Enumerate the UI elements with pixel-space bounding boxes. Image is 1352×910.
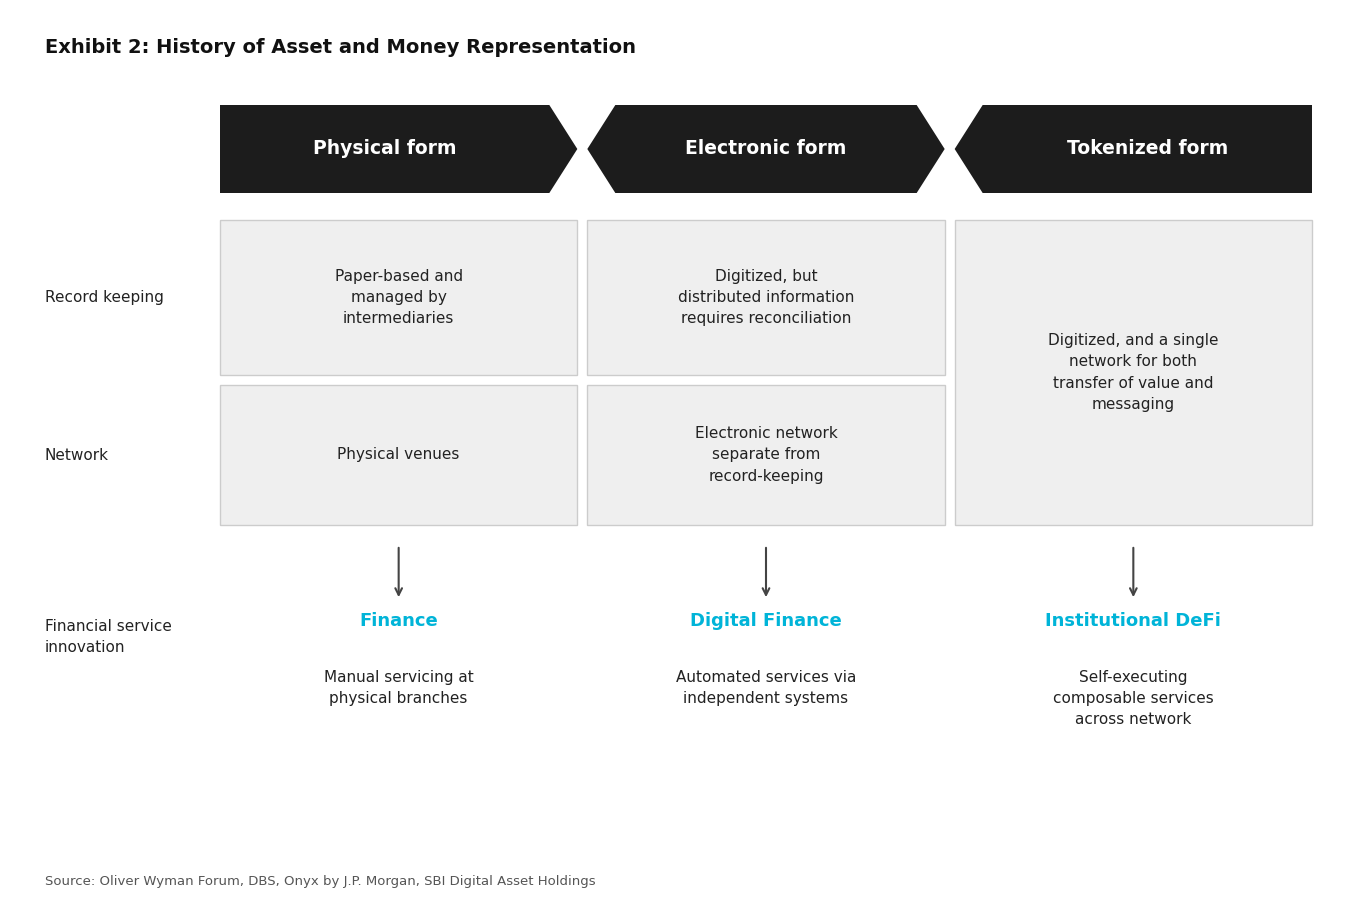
Text: Electronic network
separate from
record-keeping: Electronic network separate from record-… (695, 427, 837, 483)
FancyBboxPatch shape (587, 385, 945, 525)
FancyBboxPatch shape (220, 385, 577, 525)
FancyBboxPatch shape (220, 220, 577, 375)
Text: Automated services via
independent systems: Automated services via independent syste… (676, 670, 856, 706)
Text: Record keeping: Record keeping (45, 290, 164, 305)
Text: Exhibit 2: History of Asset and Money Representation: Exhibit 2: History of Asset and Money Re… (45, 38, 635, 57)
Text: Electronic form: Electronic form (685, 139, 846, 158)
Polygon shape (220, 105, 577, 193)
FancyBboxPatch shape (587, 220, 945, 375)
Text: Manual servicing at
physical branches: Manual servicing at physical branches (323, 670, 473, 706)
Polygon shape (955, 105, 1311, 193)
Text: Institutional DeFi: Institutional DeFi (1045, 612, 1221, 630)
Text: Network: Network (45, 448, 110, 462)
Text: Financial service
innovation: Financial service innovation (45, 619, 172, 655)
Text: Physical form: Physical form (312, 139, 457, 158)
Polygon shape (587, 105, 945, 193)
Text: Physical venues: Physical venues (338, 448, 460, 462)
Text: Paper-based and
managed by
intermediaries: Paper-based and managed by intermediarie… (334, 269, 462, 326)
Text: Tokenized form: Tokenized form (1067, 139, 1228, 158)
Text: Self-executing
composable services
across network: Self-executing composable services acros… (1053, 670, 1214, 727)
Text: Digital Finance: Digital Finance (690, 612, 842, 630)
FancyBboxPatch shape (955, 220, 1311, 525)
Text: Source: Oliver Wyman Forum, DBS, Onyx by J.P. Morgan, SBI Digital Asset Holdings: Source: Oliver Wyman Forum, DBS, Onyx by… (45, 875, 596, 888)
Text: Digitized, and a single
network for both
transfer of value and
messaging: Digitized, and a single network for both… (1048, 333, 1218, 411)
Text: Finance: Finance (360, 612, 438, 630)
Text: Digitized, but
distributed information
requires reconciliation: Digitized, but distributed information r… (677, 269, 854, 326)
